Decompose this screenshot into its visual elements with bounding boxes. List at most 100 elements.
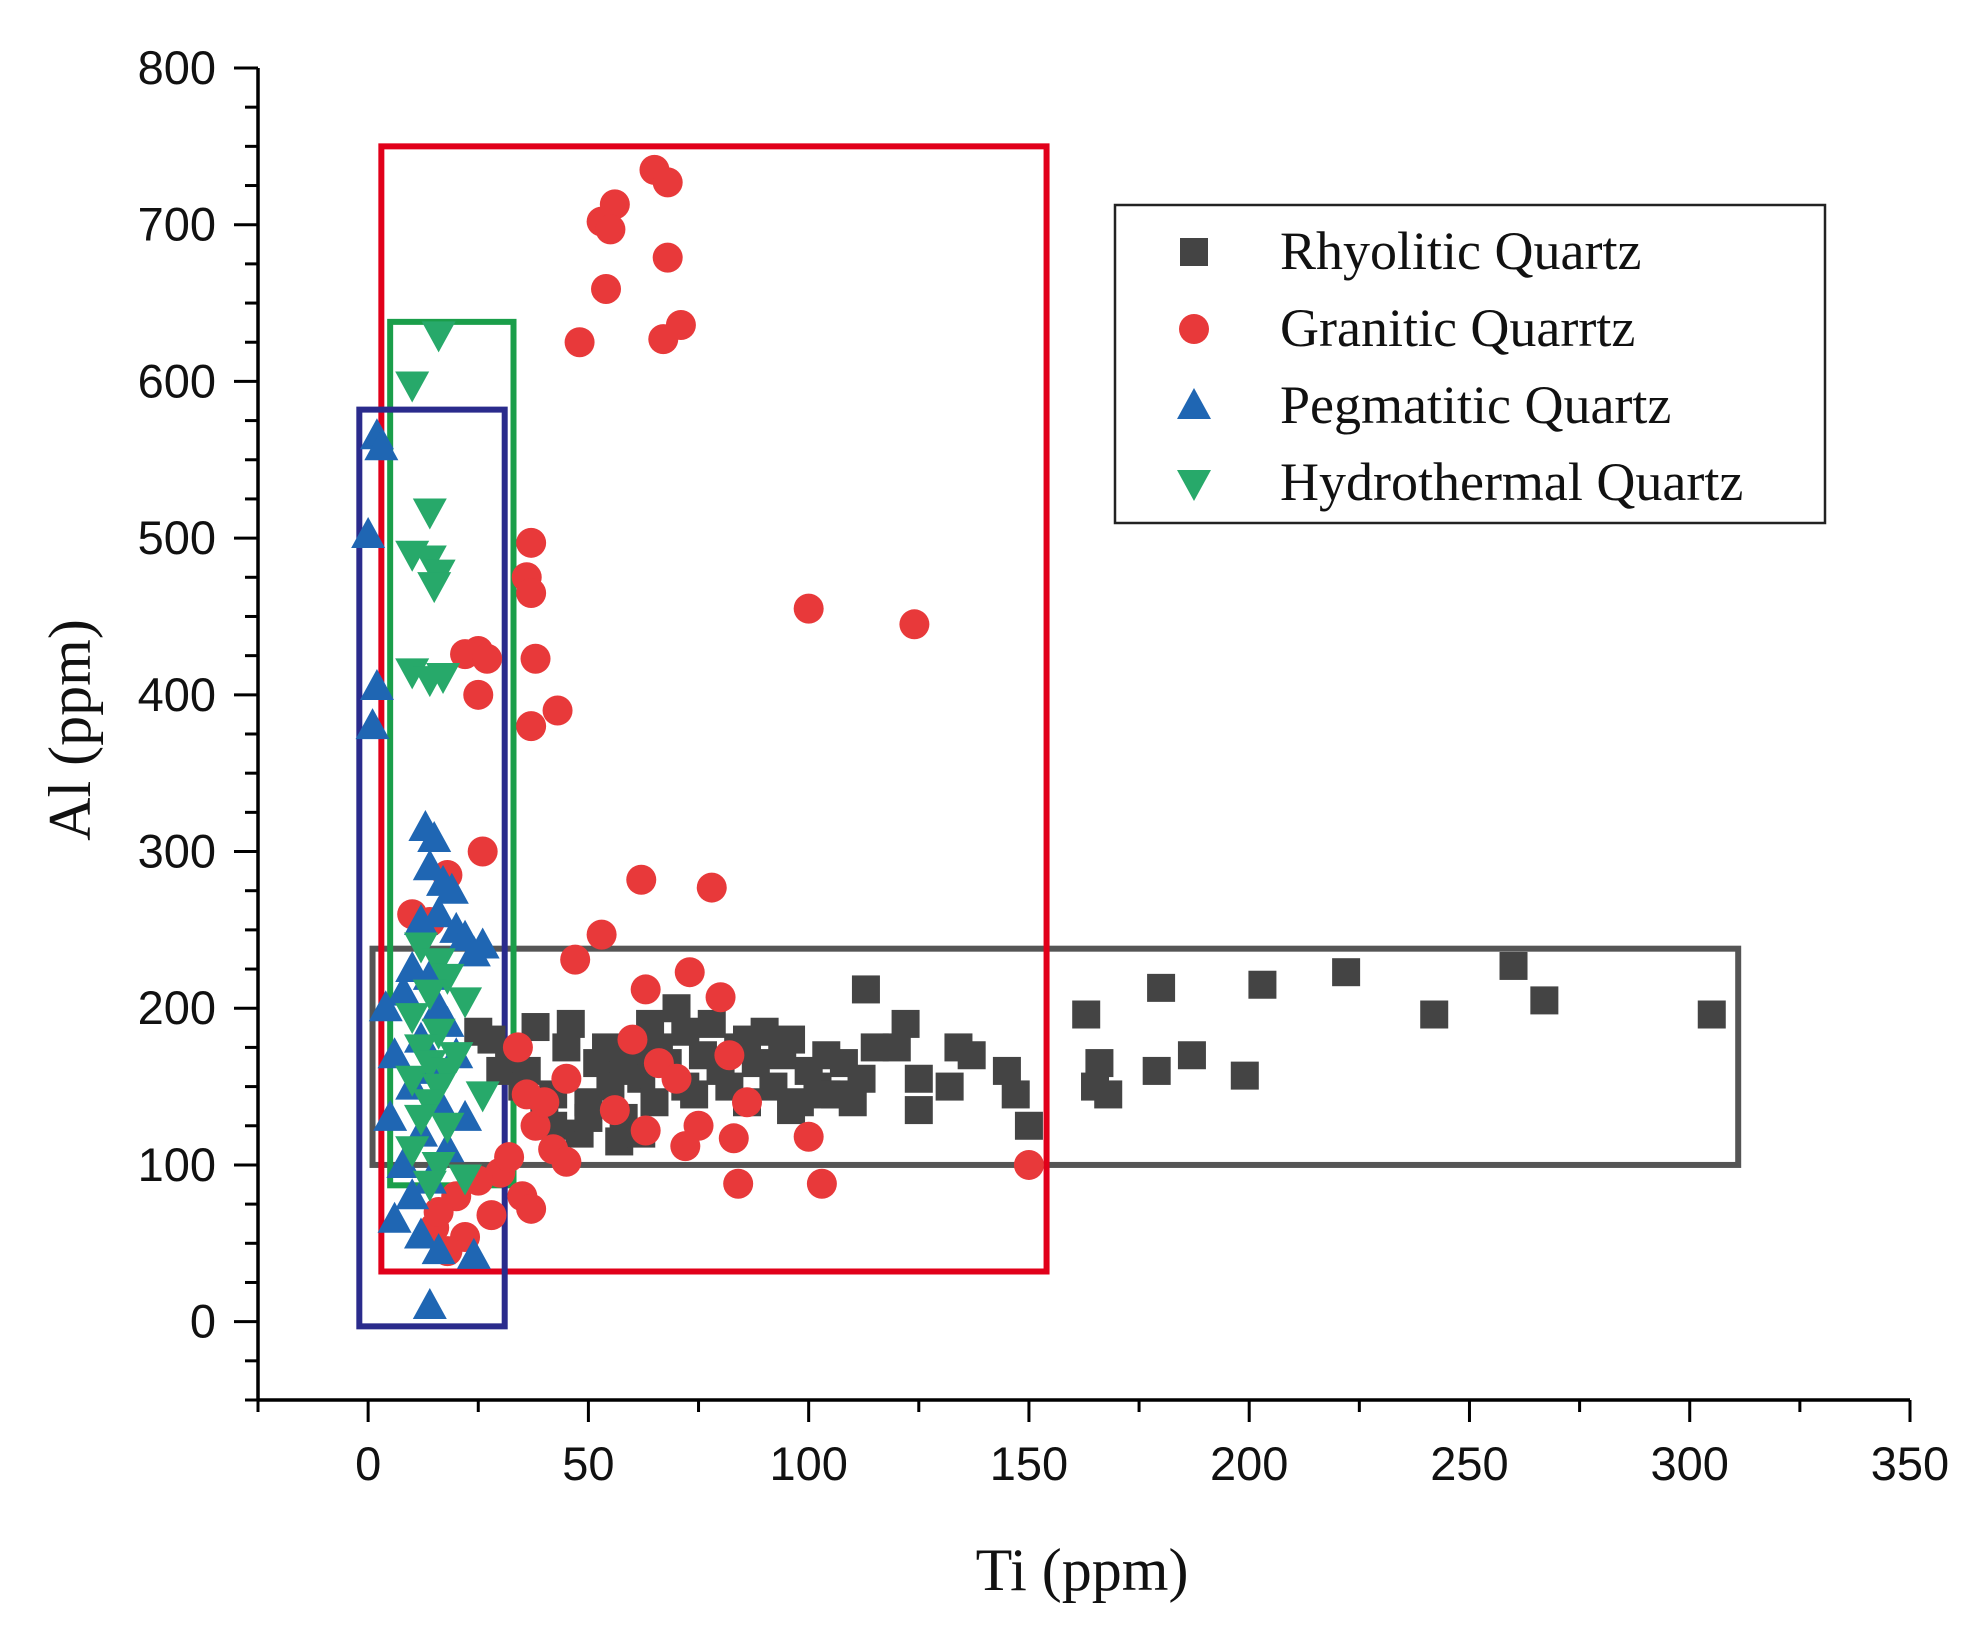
data-point <box>516 527 547 558</box>
data-point <box>395 1136 430 1168</box>
data-point <box>812 1080 841 1109</box>
data-point <box>467 836 498 867</box>
data-point <box>662 994 691 1023</box>
legend-entry: Granitic Quarrtz <box>1179 298 1635 358</box>
data-point <box>714 1040 745 1071</box>
data-point <box>1332 958 1361 987</box>
data-point <box>705 982 736 1013</box>
data-point <box>674 957 705 988</box>
data-point <box>592 1033 621 1062</box>
data-point <box>377 1037 412 1069</box>
data-point <box>395 1178 430 1210</box>
data-point <box>670 1131 701 1162</box>
data-point <box>502 1032 533 1063</box>
data-point <box>439 1042 474 1074</box>
y-tick-label: 500 <box>138 511 216 564</box>
data-point <box>421 1073 456 1105</box>
data-point <box>793 1121 824 1152</box>
data-point <box>412 1089 447 1121</box>
data-point <box>412 1287 447 1319</box>
data-point <box>777 1096 806 1125</box>
data-point <box>1094 1080 1123 1109</box>
y-axis-title: Al (ppm) <box>37 619 103 841</box>
data-point <box>574 1103 603 1132</box>
data-point <box>609 1056 638 1085</box>
legend-marker <box>1179 314 1209 344</box>
data-point <box>560 944 591 975</box>
data-point <box>430 1112 465 1144</box>
data-point <box>551 1063 582 1094</box>
data-point <box>403 1217 438 1249</box>
y-tick-label: 700 <box>138 198 216 251</box>
legend-label: Granitic Quarrtz <box>1280 298 1635 358</box>
data-point <box>1147 973 1176 1002</box>
data-point <box>661 1063 692 1094</box>
data-point <box>403 932 438 964</box>
data-point <box>395 658 430 690</box>
data-point <box>476 1200 507 1231</box>
data-point <box>355 708 390 740</box>
data-point <box>395 371 430 403</box>
x-tick-label: 200 <box>1210 1437 1288 1490</box>
data-point <box>1013 1149 1044 1180</box>
series-hydrothermal-quartz <box>395 321 500 1202</box>
x-axis-title: Ti (ppm) <box>976 1537 1189 1603</box>
data-point <box>904 1064 933 1093</box>
legend-label: Hydrothermal Quartz <box>1280 452 1743 512</box>
data-point <box>595 214 626 245</box>
data-point <box>556 1009 585 1038</box>
axes: 0 100 200 300 400 500 600 700 800 0 50 100 150 200 250… <box>138 41 1950 1490</box>
data-point <box>591 273 622 304</box>
data-point <box>652 242 683 273</box>
series-rhyolitic-quartz <box>464 951 1726 1156</box>
data-point <box>806 1168 837 1199</box>
data-point <box>412 1170 447 1202</box>
y-tick-label: 100 <box>138 1138 216 1191</box>
data-point <box>421 1018 456 1050</box>
data-point <box>847 1064 876 1093</box>
data-point <box>368 990 403 1022</box>
data-point <box>403 1034 438 1066</box>
data-point <box>552 1033 581 1062</box>
legend-label: Rhyolitic Quartz <box>1280 221 1641 281</box>
data-point <box>434 872 469 904</box>
data-point <box>904 1096 933 1125</box>
data-point <box>935 1072 964 1101</box>
x-tick-label: 50 <box>562 1437 614 1490</box>
data-point <box>1072 1000 1101 1029</box>
data-point <box>412 498 447 530</box>
data-point <box>696 872 727 903</box>
x-tick-label: 300 <box>1651 1437 1729 1490</box>
data-point <box>1230 1061 1259 1090</box>
legend: Rhyolitic Quartz Granitic Quarrtz Pegmatit… <box>1113 203 1827 525</box>
data-point <box>626 864 657 895</box>
data-point <box>465 927 500 959</box>
x-tick-label: 350 <box>1871 1437 1949 1490</box>
data-point <box>671 1017 700 1046</box>
data-point <box>718 1123 749 1154</box>
data-point <box>648 324 679 355</box>
data-point <box>529 1087 560 1118</box>
field-rectangles <box>356 143 1742 1330</box>
data-point <box>542 695 573 726</box>
y-tick-label: 200 <box>138 981 216 1034</box>
data-point <box>386 1146 421 1178</box>
data-point <box>494 1142 525 1173</box>
data-point <box>395 1003 430 1035</box>
y-tick-label: 0 <box>190 1295 216 1348</box>
data-point <box>1499 951 1528 980</box>
data-point <box>697 1009 726 1038</box>
data-point <box>640 1088 669 1117</box>
data-point <box>421 948 456 980</box>
data-point <box>723 1168 754 1199</box>
legend-entry: Hydrothermal Quartz <box>1177 452 1743 512</box>
data-point <box>359 668 394 700</box>
data-point <box>741 1049 770 1078</box>
data-point <box>1085 1049 1114 1078</box>
data-point <box>403 904 438 936</box>
data-point <box>386 974 421 1006</box>
legend-marker <box>1177 470 1211 501</box>
data-point <box>395 1065 430 1097</box>
data-point <box>899 609 930 640</box>
data-point <box>1001 1080 1030 1109</box>
